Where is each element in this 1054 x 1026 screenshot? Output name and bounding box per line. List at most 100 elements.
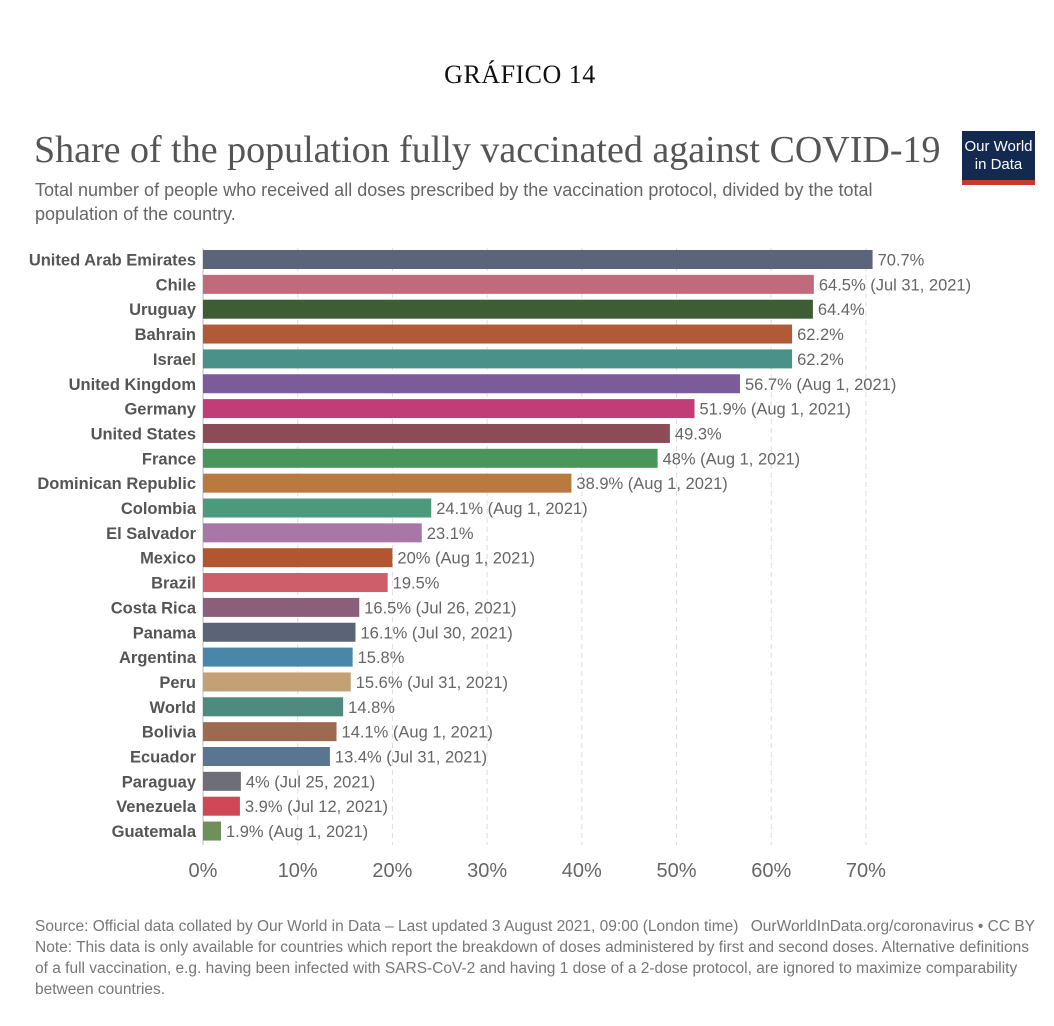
bar-category-label: United Kingdom bbox=[69, 376, 196, 394]
credit-link[interactable]: OurWorldInData.org/coronavirus • CC BY bbox=[750, 918, 1035, 935]
bar[interactable] bbox=[203, 573, 388, 593]
bar-row[interactable]: Colombia 24.1% (Aug 1, 2021) bbox=[121, 498, 588, 519]
bar-value-label: 49.3% bbox=[675, 425, 722, 443]
bar[interactable] bbox=[203, 796, 240, 816]
bar-category-label: Chile bbox=[156, 276, 196, 294]
bar-row[interactable]: Argentina 15.8% bbox=[119, 647, 405, 668]
bar-row[interactable]: Chile 64.5% (Jul 31, 2021) bbox=[156, 274, 971, 295]
note-text: Note: This data is only available for co… bbox=[35, 939, 1029, 998]
bar[interactable] bbox=[203, 622, 356, 642]
bar-value-label: 56.7% (Aug 1, 2021) bbox=[745, 376, 896, 394]
bar-row[interactable]: United Arab Emirates 70.7% bbox=[29, 250, 925, 270]
bar-row[interactable]: Dominican Republic 38.9% (Aug 1, 2021) bbox=[37, 473, 728, 494]
bar-value-label: 23.1% bbox=[427, 525, 474, 543]
bar-category-label: World bbox=[150, 699, 196, 717]
bar[interactable] bbox=[203, 250, 873, 269]
bar-value-label: 64.5% (Jul 31, 2021) bbox=[819, 276, 971, 294]
bar-row[interactable]: Venezuela 3.9% (Jul 12, 2021) bbox=[116, 796, 388, 817]
bar-category-label: Venezuela bbox=[116, 798, 197, 816]
bar-value-label: 16.5% (Jul 26, 2021) bbox=[364, 599, 516, 617]
bar-row[interactable]: Ecuador 13.4% (Jul 31, 2021) bbox=[130, 747, 487, 767]
bar-row[interactable]: Brazil 19.5% bbox=[151, 573, 440, 593]
bar-row[interactable]: Peru 15.6% (Jul 31, 2021) bbox=[159, 672, 508, 692]
bar-row[interactable]: Bahrain 62.2% bbox=[135, 324, 845, 345]
bar-chart: 0% 10% 20% 30% 40% 50% 60% 70% United Arab Emir… bbox=[29, 248, 971, 882]
owid-logo-line2: in Data bbox=[974, 156, 1023, 173]
x-axis-ticks: 0% 10% 20% 30% 40% 50% 60% 70% bbox=[189, 860, 887, 882]
bar-category-label: Mexico bbox=[140, 550, 196, 568]
bar-value-label: 14.8% bbox=[348, 699, 395, 717]
bar-row[interactable]: Israel 62.2% bbox=[153, 349, 844, 369]
bar-category-label: France bbox=[142, 450, 196, 468]
bar[interactable] bbox=[203, 374, 740, 394]
bar-category-label: Paraguay bbox=[122, 773, 197, 791]
bar-value-label: 15.6% (Jul 31, 2021) bbox=[356, 674, 508, 692]
bar-category-label: Israel bbox=[153, 351, 196, 369]
bar[interactable] bbox=[203, 299, 813, 319]
bar-value-label: 48% (Aug 1, 2021) bbox=[663, 450, 801, 468]
x-tick-label: 50% bbox=[657, 860, 697, 882]
bar-value-label: 62.2% bbox=[797, 351, 844, 369]
bar-row[interactable]: Costa Rica 16.5% (Jul 26, 2021) bbox=[111, 597, 517, 618]
bar-row[interactable]: Uruguay 64.4% bbox=[129, 299, 865, 320]
bar-row[interactable]: Panama 16.1% (Jul 30, 2021) bbox=[133, 622, 513, 643]
bar[interactable] bbox=[203, 274, 814, 294]
bar-row[interactable]: World 14.8% bbox=[150, 697, 396, 717]
bar[interactable] bbox=[203, 722, 337, 742]
bar[interactable] bbox=[203, 647, 353, 667]
bar-value-label: 15.8% bbox=[358, 649, 405, 667]
bar-value-label: 51.9% (Aug 1, 2021) bbox=[700, 401, 851, 419]
bar-row[interactable]: United Kingdom 56.7% (Aug 1, 2021) bbox=[69, 374, 897, 394]
bar-value-label: 13.4% (Jul 31, 2021) bbox=[335, 749, 487, 767]
bar[interactable] bbox=[203, 523, 422, 543]
bar-value-label: 3.9% (Jul 12, 2021) bbox=[245, 798, 388, 816]
bar-category-label: Uruguay bbox=[129, 301, 197, 319]
bar-value-label: 70.7% bbox=[878, 252, 925, 270]
chart-footer: Source: Official data collated by Our Wo… bbox=[35, 916, 1035, 1000]
figure-label: GRÁFICO 14 bbox=[444, 60, 596, 89]
x-tick-label: 30% bbox=[467, 860, 507, 882]
bar-category-label: Bahrain bbox=[135, 326, 196, 344]
owid-logo[interactable]: Our World in Data bbox=[962, 131, 1035, 185]
bar-category-label: Bolivia bbox=[142, 724, 197, 742]
bar-category-label: Peru bbox=[159, 674, 196, 692]
owid-logo-line1: Our World bbox=[964, 138, 1033, 155]
x-tick-label: 20% bbox=[372, 860, 412, 882]
bar-row[interactable]: Paraguay 4% (Jul 25, 2021) bbox=[122, 771, 376, 792]
bar-value-label: 38.9% (Aug 1, 2021) bbox=[576, 475, 727, 493]
bar-value-label: 20% (Aug 1, 2021) bbox=[397, 550, 535, 568]
bar[interactable] bbox=[203, 771, 241, 791]
chart-title: Share of the population fully vaccinated… bbox=[34, 129, 941, 171]
bar-category-label: Guatemala bbox=[112, 823, 197, 841]
bar-row[interactable]: France 48% (Aug 1, 2021) bbox=[142, 448, 801, 469]
bar[interactable] bbox=[203, 597, 360, 617]
bar[interactable] bbox=[203, 747, 330, 766]
bar-row[interactable]: El Salvador 23.1% bbox=[106, 523, 474, 543]
bar[interactable] bbox=[203, 473, 572, 493]
bar-category-label: United Arab Emirates bbox=[29, 252, 196, 270]
bar[interactable] bbox=[203, 349, 793, 369]
bar[interactable] bbox=[203, 448, 658, 468]
bar-value-label: 1.9% (Aug 1, 2021) bbox=[226, 823, 368, 841]
bar-row[interactable]: United States 49.3% bbox=[91, 423, 722, 444]
bar-value-label: 16.1% (Jul 30, 2021) bbox=[360, 624, 512, 642]
bar-value-label: 64.4% bbox=[818, 301, 865, 319]
bar[interactable] bbox=[203, 423, 670, 443]
x-tick-label: 60% bbox=[751, 860, 791, 882]
chart-subtitle: Total number of people who received all … bbox=[35, 180, 873, 224]
bar-row[interactable]: Germany 51.9% (Aug 1, 2021) bbox=[124, 399, 851, 419]
bar[interactable] bbox=[203, 324, 793, 344]
bar[interactable] bbox=[203, 821, 221, 841]
bar-row[interactable]: Mexico 20% (Aug 1, 2021) bbox=[140, 548, 535, 568]
bar[interactable] bbox=[203, 672, 351, 692]
bar-category-label: Germany bbox=[124, 401, 196, 419]
bar-row[interactable]: Guatemala 1.9% (Aug 1, 2021) bbox=[112, 821, 369, 842]
x-tick-label: 10% bbox=[278, 860, 318, 882]
bar-category-label: Argentina bbox=[119, 649, 197, 667]
bar[interactable] bbox=[203, 548, 393, 568]
bar-row[interactable]: Bolivia 14.1% (Aug 1, 2021) bbox=[142, 722, 493, 742]
bar-value-label: 24.1% (Aug 1, 2021) bbox=[436, 500, 587, 518]
bar[interactable] bbox=[203, 399, 695, 419]
bar[interactable] bbox=[203, 498, 432, 518]
bar[interactable] bbox=[203, 697, 344, 717]
